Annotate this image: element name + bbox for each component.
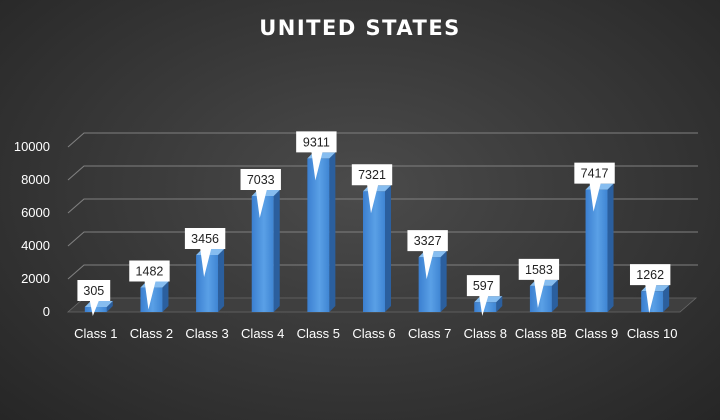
data-label-box [466, 275, 500, 316]
bar-side [218, 248, 225, 312]
data-label-box [240, 168, 281, 218]
bar-front [84, 306, 107, 312]
bar-front [363, 191, 385, 312]
bar [585, 183, 614, 312]
data-label-text: 7417 [581, 167, 609, 181]
y-tick-label: 8000 [21, 172, 50, 187]
data-label: 305 [77, 279, 111, 316]
bar [251, 189, 280, 312]
gridline [67, 132, 698, 148]
data-label-box [77, 279, 111, 316]
y-tick-label: 0 [43, 304, 50, 319]
bar-front [474, 302, 497, 312]
data-label-text: 9311 [303, 135, 330, 149]
data-label: 3456 [184, 227, 226, 277]
gridline [67, 264, 698, 280]
data-label: 1583 [518, 258, 560, 308]
bar-front [140, 287, 163, 312]
data-label-text: 597 [473, 279, 494, 293]
data-label-text: 7321 [358, 168, 386, 182]
bar [196, 248, 225, 312]
y-tick-label: 4000 [21, 238, 50, 253]
data-label-text: 3456 [191, 232, 219, 246]
data-label: 7321 [351, 164, 393, 214]
bar-side [663, 285, 670, 312]
bar-front [196, 254, 219, 312]
y-tick-label: 6000 [21, 205, 50, 220]
bar [418, 251, 447, 312]
x-tick-label: Class 8 [464, 326, 507, 341]
gridline [67, 231, 698, 247]
y-tick-label: 10000 [14, 139, 50, 154]
data-label: 597 [466, 275, 500, 316]
data-label-box [351, 164, 393, 214]
bar-side [607, 183, 614, 312]
bar-side [496, 296, 503, 312]
bar-front [251, 195, 274, 312]
data-label: 7033 [240, 168, 281, 218]
gridline [67, 165, 698, 181]
bar-front [418, 257, 441, 312]
data-label: 9311 [296, 131, 337, 181]
x-tick-label: Class 4 [241, 326, 284, 341]
bar-front [585, 189, 608, 312]
data-label-text: 7033 [247, 173, 275, 187]
data-label-box [296, 131, 337, 181]
data-label-text: 305 [83, 284, 104, 298]
bar-front [307, 158, 330, 312]
y-tick-label: 2000 [21, 271, 50, 286]
data-label-box [129, 260, 170, 310]
x-tick-label: Class 6 [352, 326, 395, 341]
bar [140, 281, 169, 312]
x-tick-label: Class 9 [575, 326, 618, 341]
data-label-text: 1482 [136, 265, 164, 279]
bar-side [385, 185, 391, 312]
bar-front [641, 291, 664, 312]
bar [474, 296, 503, 312]
x-tick-label: Class 10 [627, 326, 678, 341]
data-label: 1482 [129, 260, 170, 310]
data-label-box [518, 258, 560, 308]
data-label-box [407, 230, 448, 280]
bar-side [106, 300, 113, 312]
data-label-text: 3327 [414, 234, 442, 248]
bar-side [440, 251, 447, 312]
bar [363, 185, 391, 312]
data-label-text: 1262 [636, 268, 664, 282]
data-label-text: 1583 [525, 263, 553, 277]
data-label-box [574, 162, 615, 212]
bar-side [329, 152, 336, 312]
bar [307, 152, 336, 312]
x-tick-label: Class 8B [515, 326, 567, 341]
gridline [67, 198, 698, 214]
bar-side [162, 281, 169, 312]
bar-side [273, 189, 280, 312]
data-label-box [629, 264, 671, 314]
x-tick-label: Class 2 [130, 326, 173, 341]
data-label: 1262 [629, 264, 671, 314]
data-label: 7417 [574, 162, 615, 212]
bar-side [551, 279, 558, 312]
x-tick-label: Class 3 [185, 326, 228, 341]
bar [529, 279, 558, 312]
x-tick-label: Class 5 [297, 326, 340, 341]
bar-front [529, 285, 552, 312]
x-tick-label: Class 1 [74, 326, 117, 341]
data-label: 3327 [407, 230, 448, 280]
data-label-box [184, 227, 226, 277]
chart-title: UNITED STATES [259, 16, 461, 40]
x-tick-label: Class 7 [408, 326, 451, 341]
